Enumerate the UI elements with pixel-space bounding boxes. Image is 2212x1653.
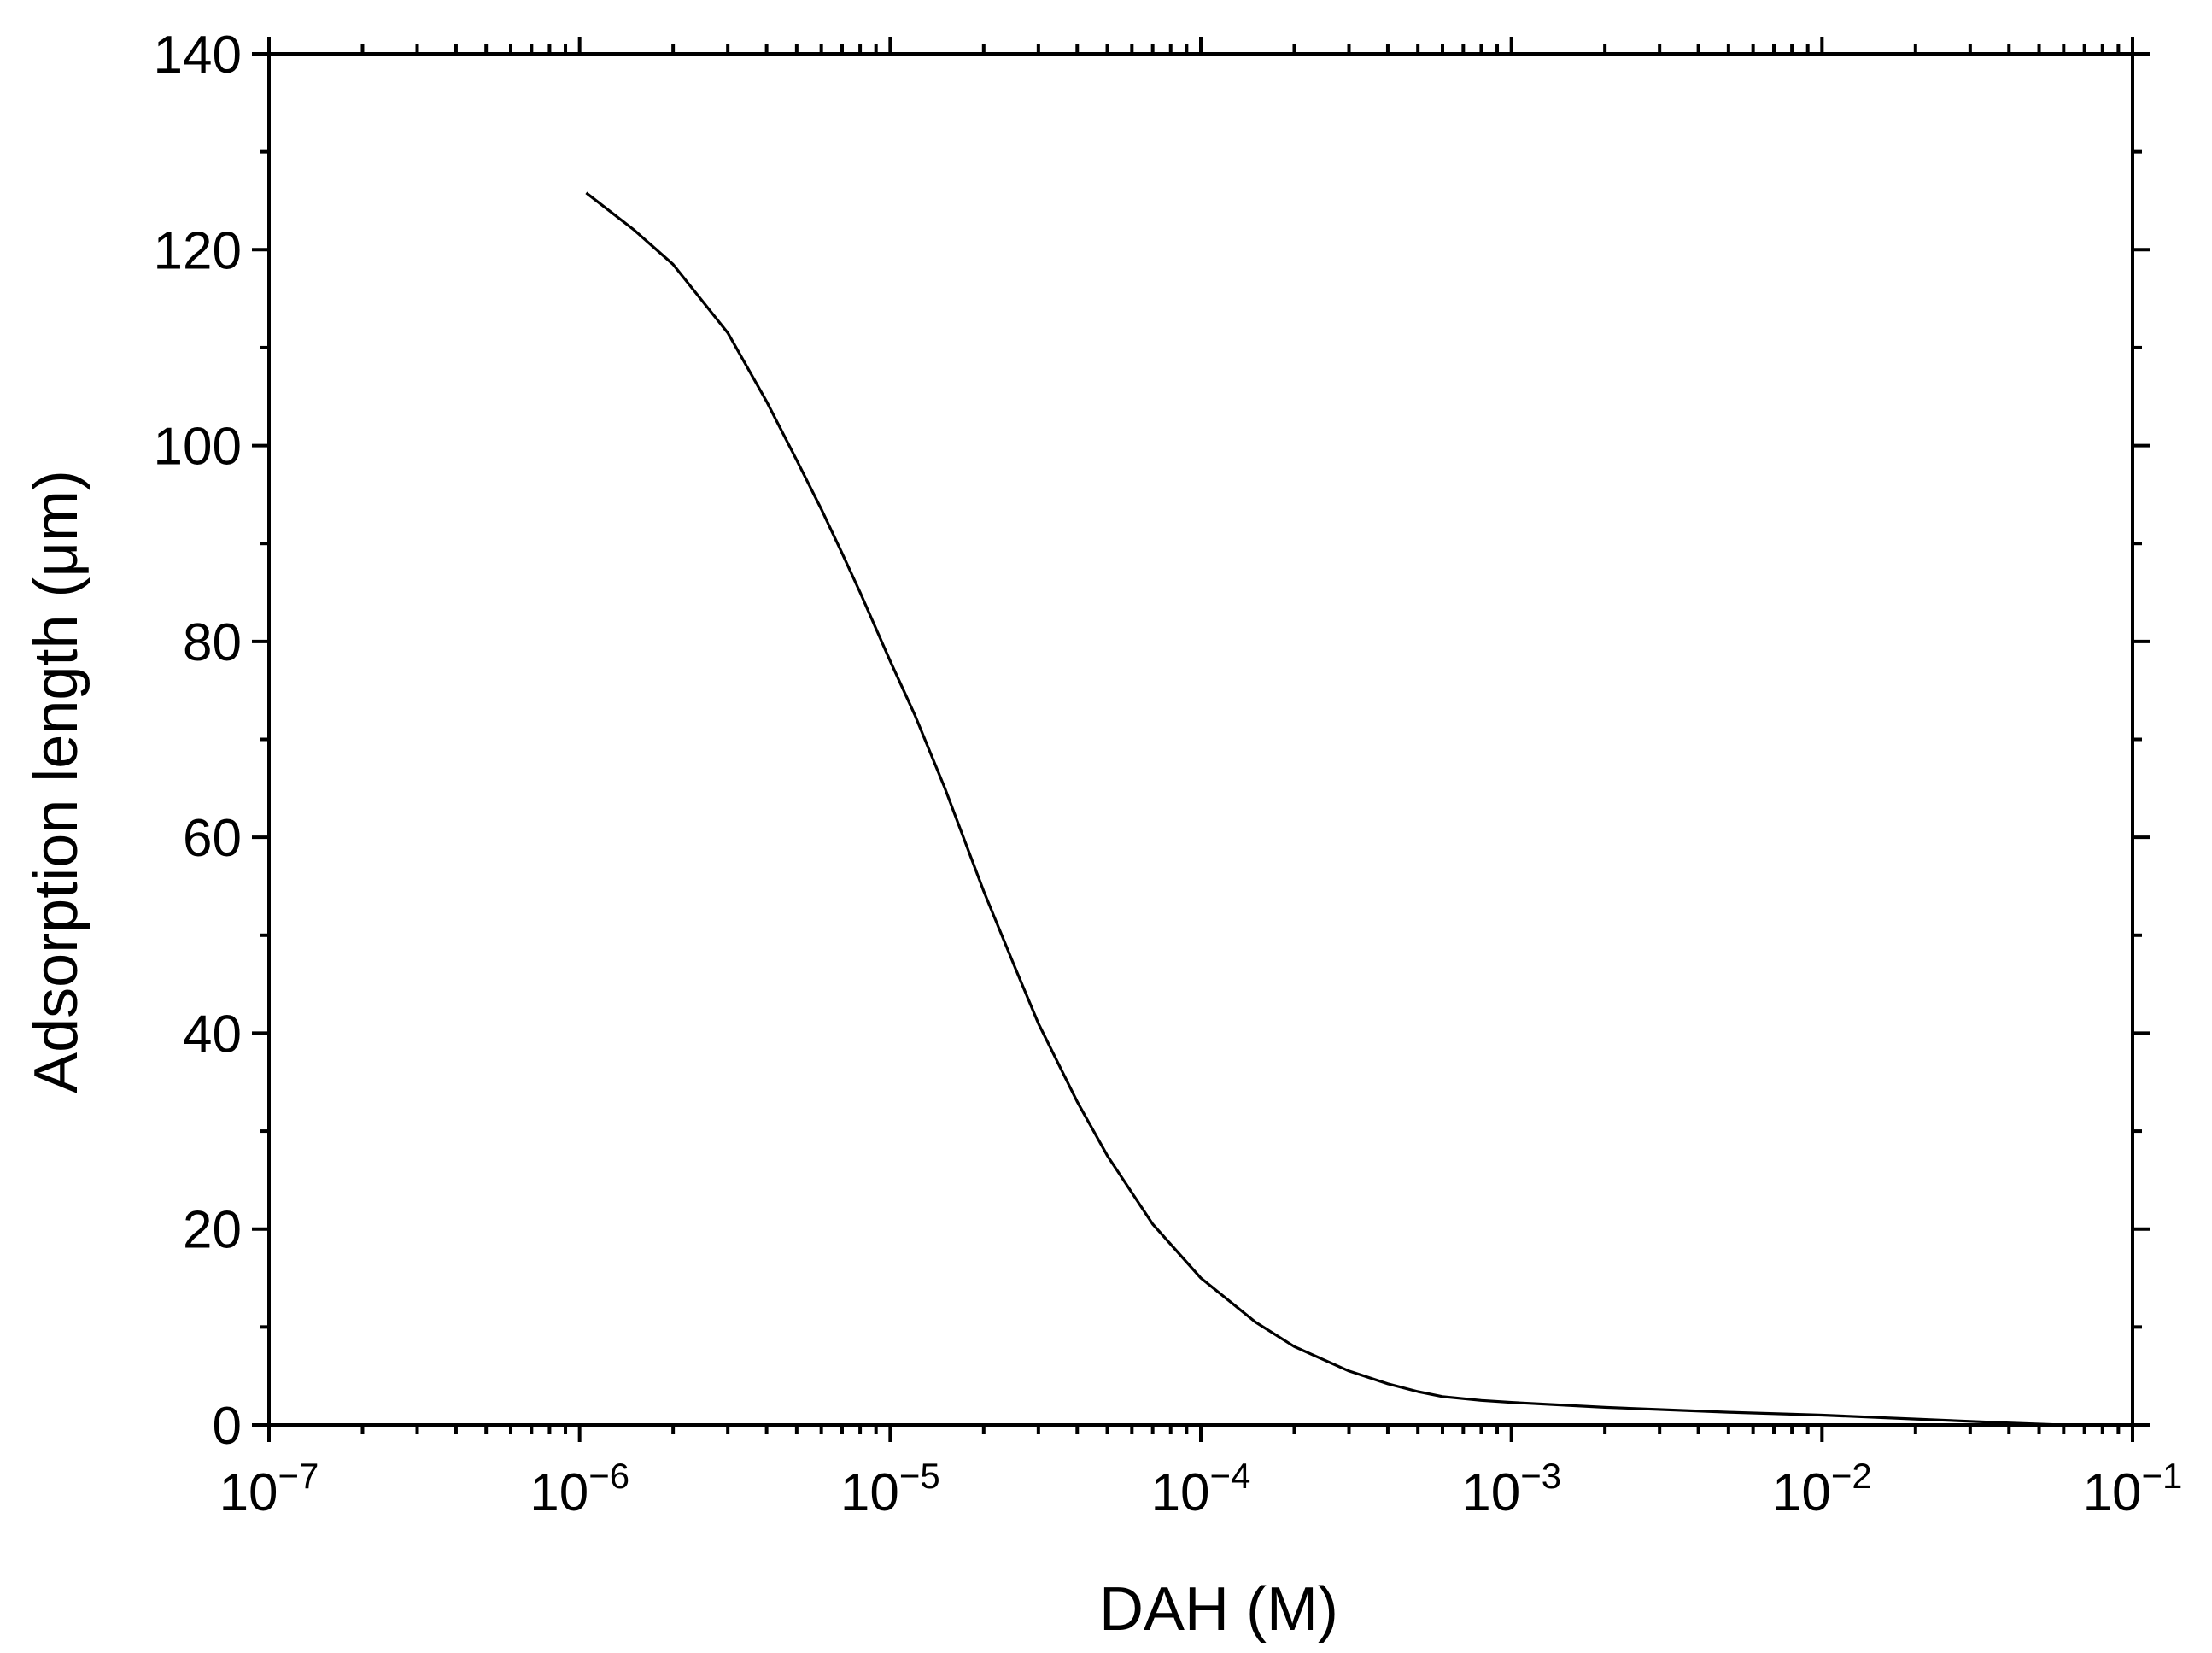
- y-tick-label: 20: [183, 1201, 242, 1260]
- y-tick-label: 60: [183, 809, 242, 868]
- x-tick-label: 10−1: [2083, 1456, 2183, 1522]
- ticks: [252, 37, 2150, 1442]
- x-tick-label: 10−6: [530, 1456, 629, 1522]
- y-tick-label: 100: [154, 418, 242, 477]
- axes: [267, 52, 2134, 1427]
- x-tick-label: 10−4: [1151, 1456, 1251, 1522]
- series-layer: [585, 191, 2064, 1427]
- y-tick-label: 80: [183, 613, 242, 672]
- y-axis-title: Adsorption length (μm): [22, 470, 91, 1093]
- y-tick-label: 40: [183, 1005, 242, 1064]
- y-tick-label: 120: [154, 221, 242, 280]
- series-line: [585, 191, 2064, 1427]
- x-tick-label: 10−5: [840, 1456, 940, 1522]
- plot-frame: [267, 52, 2134, 1427]
- x-tick-label: 10−3: [1461, 1456, 1561, 1522]
- x-tick-label: 10−7: [219, 1456, 319, 1522]
- x-axis-title: DAH (M): [1099, 1575, 1338, 1644]
- y-tick-label: 0: [213, 1397, 242, 1456]
- x-tick-label: 10−2: [1772, 1456, 1872, 1522]
- y-tick-label: 140: [154, 26, 242, 85]
- tick-labels: 0 20 40 60 80 100 120 140 10−7 10−6 10−5 10−4 10−3 10…: [154, 26, 2183, 1522]
